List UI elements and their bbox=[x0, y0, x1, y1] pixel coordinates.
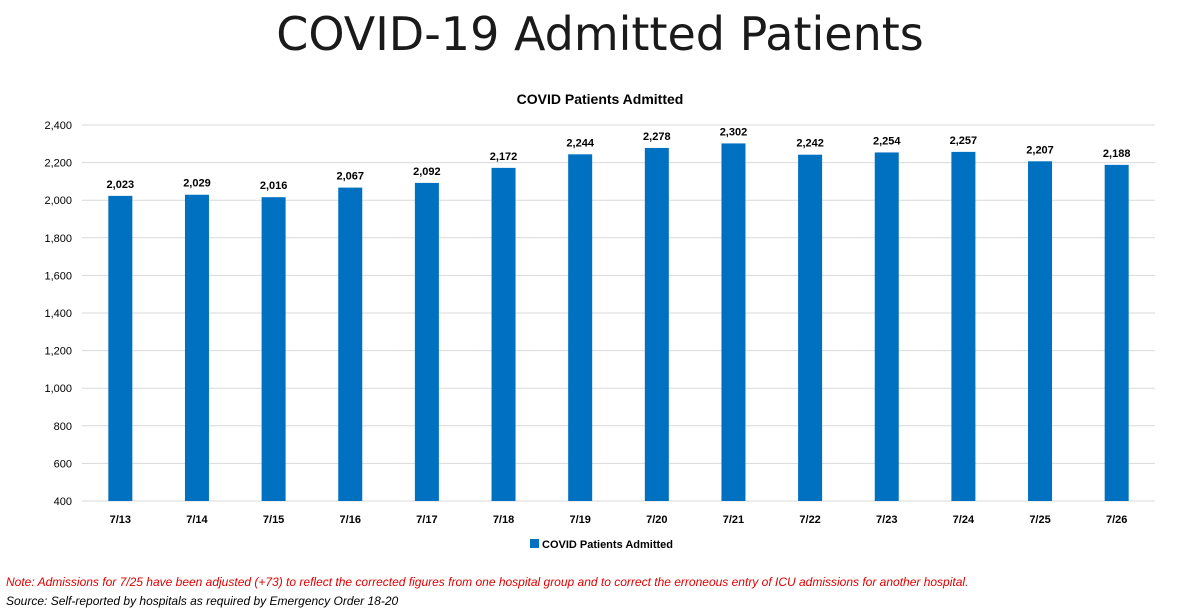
bar bbox=[108, 195, 133, 501]
bar bbox=[184, 194, 209, 502]
bar bbox=[644, 147, 669, 501]
data-label: 2,067 bbox=[336, 171, 364, 183]
data-label: 2,257 bbox=[950, 135, 978, 147]
bar-chart: COVID Patients Admitted 400 600 800 1,000 1,2… bbox=[44, 91, 1155, 551]
data-label: 2,244 bbox=[566, 137, 594, 149]
x-tick-label: 7/16 bbox=[340, 514, 361, 526]
x-tick-label: 7/19 bbox=[569, 514, 590, 526]
x-tick-label: 7/18 bbox=[493, 514, 514, 526]
bar bbox=[261, 197, 286, 501]
x-tick-label: 7/14 bbox=[186, 514, 208, 526]
y-tick-label: 2,200 bbox=[44, 158, 72, 170]
chart-title: COVID Patients Admitted bbox=[517, 91, 684, 107]
y-tick-label: 400 bbox=[54, 496, 72, 508]
legend-swatch bbox=[530, 539, 539, 548]
x-tick-label: 7/13 bbox=[110, 514, 131, 526]
y-tick-label: 600 bbox=[54, 458, 72, 470]
x-tick-label: 7/24 bbox=[953, 514, 975, 526]
x-tick-label: 7/23 bbox=[876, 514, 897, 526]
x-tick-label: 7/17 bbox=[416, 514, 437, 526]
data-label: 2,023 bbox=[107, 179, 135, 191]
data-label: 2,302 bbox=[720, 126, 748, 138]
data-label: 2,207 bbox=[1026, 144, 1054, 156]
slide-title: COVID-19 Admitted Patients bbox=[276, 7, 924, 61]
y-tick-label: 1,200 bbox=[44, 346, 72, 358]
data-label: 2,242 bbox=[796, 138, 824, 150]
data-label: 2,016 bbox=[260, 180, 288, 192]
bar bbox=[1104, 164, 1129, 501]
data-label: 2,172 bbox=[490, 151, 518, 163]
x-tick-label: 7/20 bbox=[646, 514, 667, 526]
source-note: Source: Self-reported by hospitals as re… bbox=[6, 594, 399, 608]
y-tick-label: 1,400 bbox=[44, 308, 72, 320]
y-tick-label: 1,600 bbox=[44, 270, 72, 282]
data-label: 2,188 bbox=[1103, 148, 1131, 160]
x-tick-label: 7/15 bbox=[263, 514, 284, 526]
bar bbox=[721, 143, 746, 501]
bar bbox=[874, 152, 899, 501]
y-tick-label: 2,400 bbox=[44, 120, 72, 132]
x-tick-label: 7/26 bbox=[1106, 514, 1127, 526]
bar bbox=[951, 151, 976, 501]
data-label: 2,254 bbox=[873, 135, 901, 147]
x-tick-label: 7/22 bbox=[799, 514, 820, 526]
data-label: 2,092 bbox=[413, 166, 441, 178]
footnote: Note: Admissions for 7/25 have been adju… bbox=[6, 575, 969, 589]
y-tick-label: 2,000 bbox=[44, 195, 72, 207]
x-tick-label: 7/21 bbox=[723, 514, 744, 526]
data-label: 2,278 bbox=[643, 131, 671, 143]
bar bbox=[338, 187, 363, 501]
bar bbox=[798, 154, 823, 501]
y-tick-label: 800 bbox=[54, 421, 72, 433]
bar bbox=[568, 154, 593, 501]
y-tick-label: 1,000 bbox=[44, 383, 72, 395]
bar bbox=[491, 167, 516, 501]
y-tick-label: 1,800 bbox=[44, 233, 72, 245]
legend-label: COVID Patients Admitted bbox=[542, 539, 673, 551]
data-label: 2,029 bbox=[183, 178, 211, 190]
bar bbox=[1028, 161, 1053, 501]
bar bbox=[414, 182, 439, 501]
x-tick-label: 7/25 bbox=[1029, 514, 1050, 526]
